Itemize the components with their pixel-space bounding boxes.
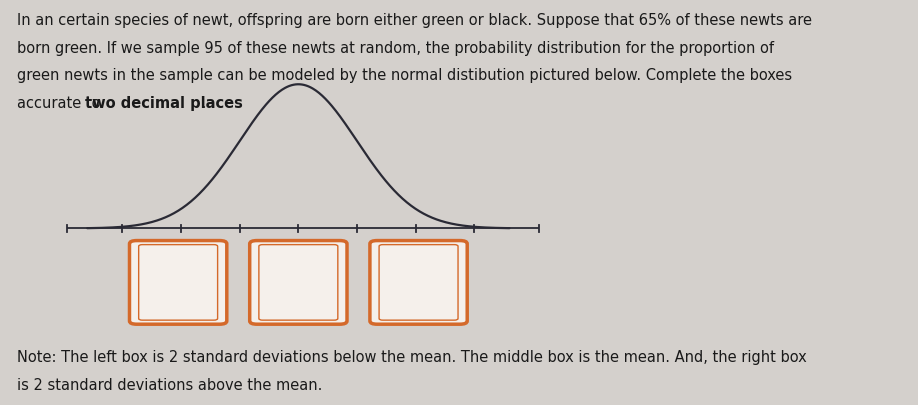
Text: In an certain species of newt, offspring are born either green or black. Suppose: In an certain species of newt, offspring… [17,13,812,28]
Text: born green. If we sample 95 of these newts at random, the probability distributi: born green. If we sample 95 of these new… [17,40,774,55]
Text: accurate to: accurate to [17,96,105,111]
Text: green newts in the sample can be modeled by the normal distibution pictured belo: green newts in the sample can be modeled… [17,68,791,83]
Text: two decimal places: two decimal places [84,96,242,111]
Text: Note: The left box is 2 standard deviations below the mean. The middle box is th: Note: The left box is 2 standard deviati… [17,349,806,364]
FancyBboxPatch shape [129,241,227,324]
Text: is 2 standard deviations above the mean.: is 2 standard deviations above the mean. [17,377,322,392]
Text: .: . [197,96,207,111]
FancyBboxPatch shape [250,241,347,324]
FancyBboxPatch shape [370,241,467,324]
